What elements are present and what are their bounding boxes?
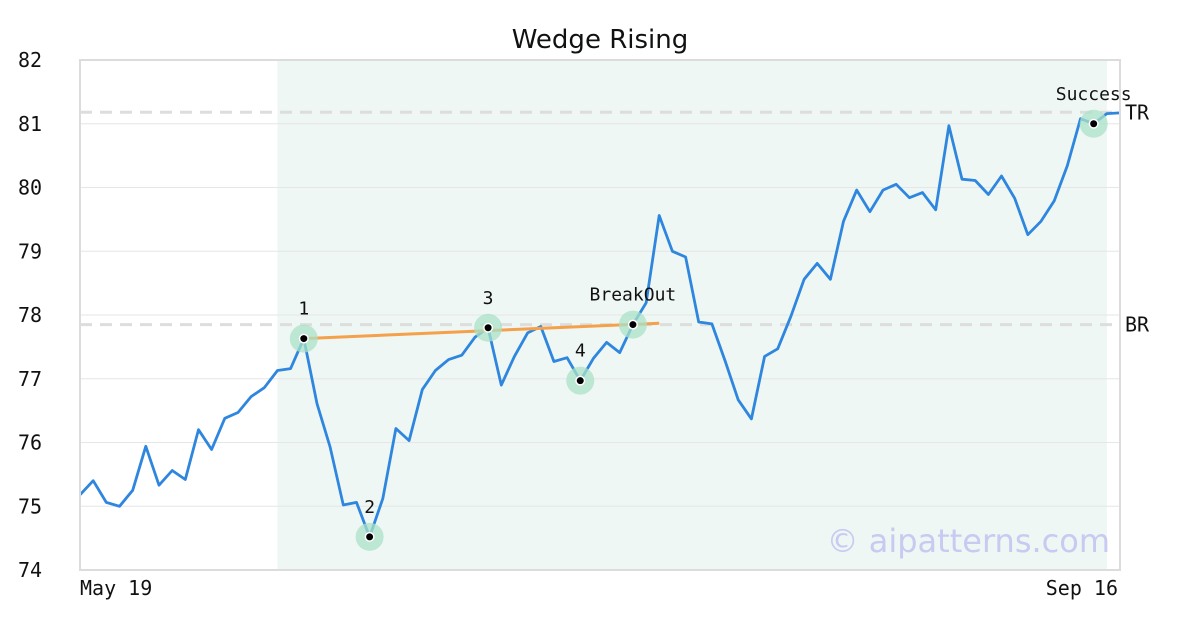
level-label: BR <box>1125 313 1150 337</box>
y-axis-ticks: 74 75 76 77 78 79 80 81 82 <box>18 48 42 582</box>
plot-frame <box>79 59 1121 571</box>
x-tick-label: Sep 16 <box>1046 576 1118 600</box>
y-tick-label: 76 <box>18 431 42 455</box>
x-tick-label: May 19 <box>80 576 152 600</box>
y-tick-label: 80 <box>18 176 42 200</box>
point-dot <box>576 377 584 385</box>
chart-title: Wedge Rising <box>512 25 689 55</box>
y-tick-label: 74 <box>18 558 42 582</box>
y-tick-label: 79 <box>18 239 42 263</box>
point-label: 1 <box>298 299 309 320</box>
point-dot <box>366 533 374 541</box>
point-label: 4 <box>575 341 586 362</box>
point-label: BreakOut <box>590 285 677 306</box>
y-tick-label: 78 <box>18 303 42 327</box>
point-dot <box>484 324 492 332</box>
y-tick-label: 81 <box>18 112 42 136</box>
y-tick-label: 75 <box>18 494 42 518</box>
point-dot <box>300 335 308 343</box>
point-dot <box>1090 120 1098 128</box>
series <box>78 111 1121 539</box>
y-tick-label: 77 <box>18 367 42 391</box>
series-line <box>78 111 1121 539</box>
point-label: 3 <box>483 288 494 309</box>
point-dot <box>629 321 637 329</box>
pattern-points: 1 2 3 4 BreakOut Success <box>289 84 1132 551</box>
x-axis-ticks: May 19 Sep 16 <box>80 576 1118 600</box>
level-label: TR <box>1125 100 1150 124</box>
watermark: © aipatterns.com <box>827 522 1110 560</box>
point-label: 2 <box>364 497 375 518</box>
point-label: Success <box>1056 84 1132 105</box>
y-tick-label: 82 <box>18 48 42 72</box>
